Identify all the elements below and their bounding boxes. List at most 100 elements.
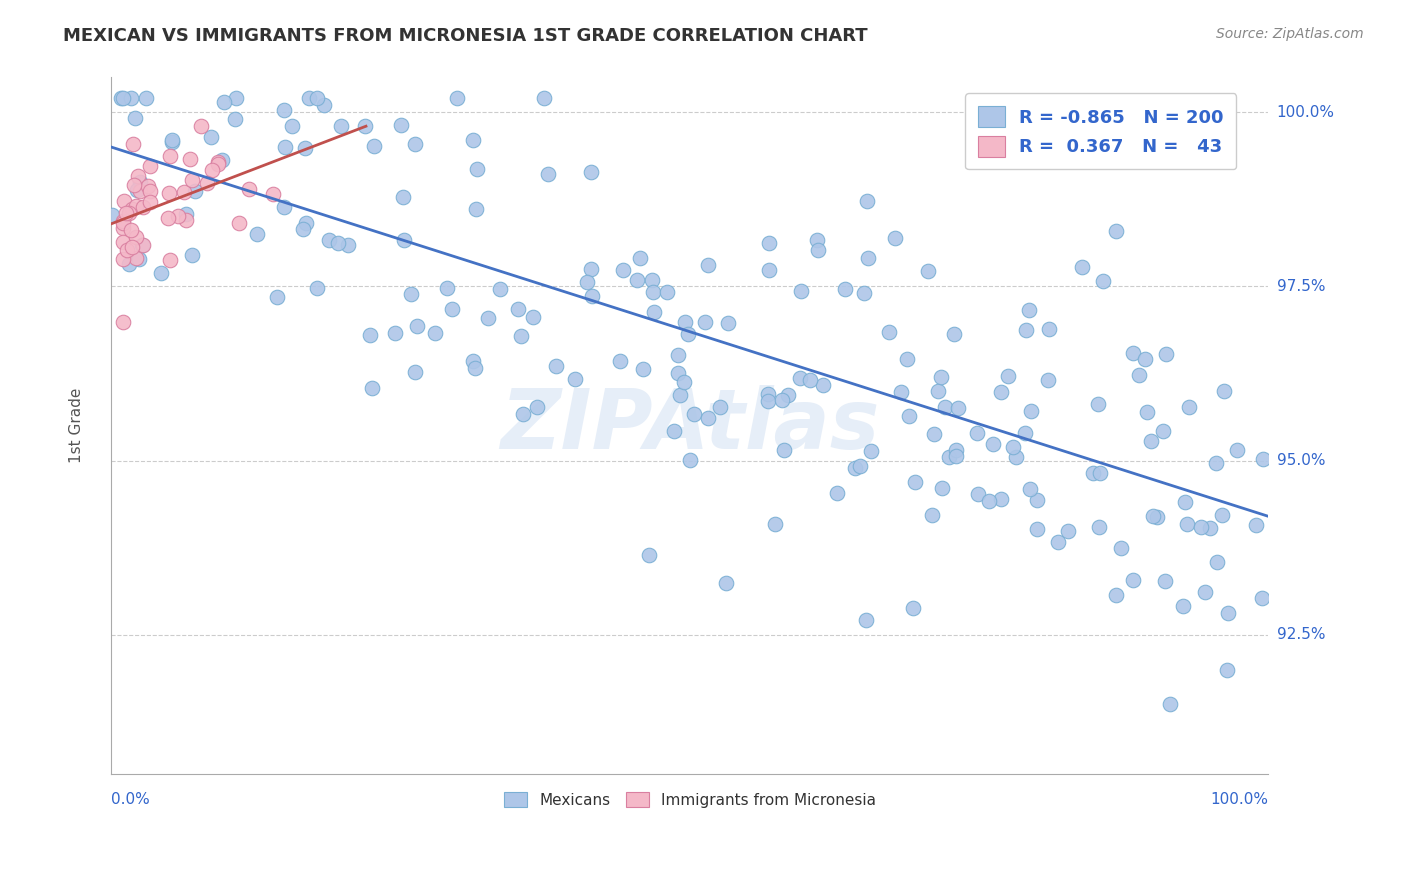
Point: [526, 400, 548, 414]
Point: [1244, 518, 1267, 533]
Point: [174, 207, 197, 221]
Legend: Mexicans, Immigrants from Micronesia: Mexicans, Immigrants from Micronesia: [496, 784, 883, 815]
Point: [638, 549, 661, 563]
Point: [238, 182, 260, 196]
Point: [844, 460, 866, 475]
Point: [945, 449, 967, 463]
Point: [922, 426, 945, 441]
Point: [467, 162, 489, 177]
Point: [1250, 591, 1272, 605]
Point: [384, 326, 406, 340]
Point: [1025, 523, 1047, 537]
Point: [1005, 450, 1028, 465]
Point: [1159, 697, 1181, 711]
Point: [966, 426, 988, 441]
Point: [1139, 434, 1161, 448]
Point: [228, 216, 250, 230]
Text: 92.5%: 92.5%: [1277, 627, 1326, 642]
Point: [789, 370, 811, 384]
Point: [1038, 322, 1060, 336]
Point: [157, 211, 180, 226]
Point: [1128, 368, 1150, 382]
Point: [898, 409, 921, 423]
Point: [1087, 397, 1109, 411]
Point: [1173, 599, 1195, 614]
Point: [967, 487, 990, 501]
Point: [1122, 346, 1144, 360]
Point: [135, 91, 157, 105]
Point: [200, 129, 222, 144]
Point: [464, 360, 486, 375]
Point: [1142, 508, 1164, 523]
Point: [132, 200, 155, 214]
Point: [389, 118, 412, 132]
Point: [1211, 508, 1233, 523]
Point: [997, 368, 1019, 383]
Text: 97.5%: 97.5%: [1277, 279, 1326, 294]
Point: [678, 326, 700, 341]
Point: [1178, 401, 1201, 415]
Point: [115, 205, 138, 219]
Point: [326, 235, 349, 250]
Point: [174, 213, 197, 227]
Point: [404, 365, 426, 379]
Point: [628, 252, 651, 266]
Point: [855, 613, 877, 627]
Point: [1002, 441, 1025, 455]
Point: [173, 185, 195, 199]
Point: [576, 275, 599, 289]
Point: [111, 315, 134, 329]
Point: [849, 459, 872, 474]
Point: [1056, 524, 1078, 538]
Text: MEXICAN VS IMMIGRANTS FROM MICRONESIA 1ST GRADE CORRELATION CHART: MEXICAN VS IMMIGRANTS FROM MICRONESIA 1S…: [63, 27, 868, 45]
Point: [160, 135, 183, 149]
Point: [853, 286, 876, 301]
Point: [489, 282, 512, 296]
Point: [1091, 274, 1114, 288]
Point: [666, 348, 689, 362]
Point: [117, 244, 139, 258]
Point: [1154, 347, 1177, 361]
Point: [406, 319, 429, 334]
Point: [662, 424, 685, 438]
Point: [890, 385, 912, 400]
Point: [716, 575, 738, 590]
Point: [943, 326, 966, 341]
Point: [1226, 442, 1249, 457]
Point: [883, 231, 905, 245]
Point: [825, 485, 848, 500]
Point: [100, 208, 122, 222]
Point: [118, 205, 141, 219]
Point: [1205, 456, 1227, 470]
Point: [477, 310, 499, 325]
Point: [122, 178, 145, 192]
Point: [120, 91, 142, 105]
Point: [207, 157, 229, 171]
Point: [1087, 520, 1109, 534]
Text: 1st Grade: 1st Grade: [69, 388, 84, 464]
Point: [1216, 663, 1239, 677]
Point: [1152, 424, 1174, 438]
Point: [666, 366, 689, 380]
Point: [125, 230, 148, 244]
Point: [190, 119, 212, 133]
Point: [564, 372, 586, 386]
Point: [273, 103, 295, 117]
Point: [180, 248, 202, 262]
Point: [436, 281, 458, 295]
Point: [463, 133, 485, 147]
Point: [392, 189, 415, 203]
Point: [758, 262, 780, 277]
Point: [128, 184, 150, 198]
Point: [917, 263, 939, 277]
Point: [314, 97, 336, 112]
Point: [128, 252, 150, 266]
Point: [1251, 452, 1274, 467]
Point: [149, 266, 172, 280]
Point: [1133, 351, 1156, 366]
Point: [111, 252, 134, 266]
Point: [291, 221, 314, 235]
Point: [281, 120, 304, 134]
Point: [266, 290, 288, 304]
Point: [896, 351, 918, 366]
